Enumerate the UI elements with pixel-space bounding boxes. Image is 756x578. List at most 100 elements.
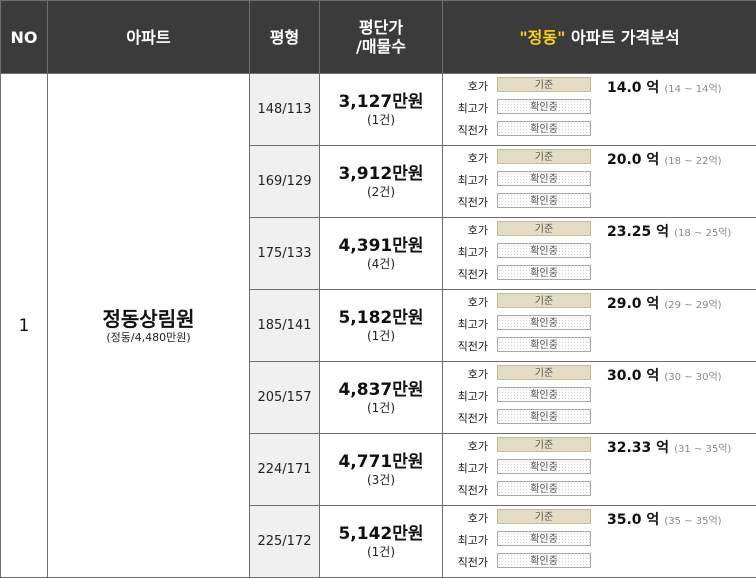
standard-button[interactable]: 기준: [497, 293, 591, 308]
recent-row: 직전가 확인중: [443, 334, 756, 356]
recent-label: 직전가: [457, 412, 488, 425]
header-analysis-title: 아파트 가격분석: [565, 27, 680, 47]
listing-count: (1건): [366, 401, 396, 415]
size-cell: 224/171: [249, 433, 320, 506]
check-button[interactable]: 확인중: [497, 99, 591, 114]
check-button[interactable]: 확인중: [497, 265, 591, 280]
recent-label: 직전가: [457, 124, 488, 137]
asking-label: 호가: [467, 296, 488, 309]
header-analysis: "정동" 아파트 가격분석: [442, 0, 756, 74]
price-per-pyeong-cell: 4,771만원 (3건): [319, 433, 443, 506]
apartment-sub: (정동/4,480만원): [106, 331, 191, 344]
analysis-cell: 호가 기준 32.33 억 (31 ~ 35억) 최고가 확인중 직전가 확인중: [442, 433, 756, 506]
asking-price: 23.25 억: [607, 224, 670, 240]
listing-count: (1건): [366, 329, 396, 343]
price-info: 23.25 억 (18 ~ 25억): [607, 221, 731, 241]
recent-label: 직전가: [457, 196, 488, 209]
price-per-pyeong: 3,127만원: [338, 92, 424, 112]
standard-button[interactable]: 기준: [497, 149, 591, 164]
asking-row: 호가 기준 29.0 억 (29 ~ 29억): [443, 290, 756, 312]
price-info: 29.0 억 (29 ~ 29억): [607, 293, 722, 313]
size-cell: 148/113: [249, 73, 320, 146]
asking-price: 35.0 억: [607, 512, 660, 528]
recent-row: 직전가 확인중: [443, 406, 756, 428]
header-price-line2: /매물수: [355, 37, 406, 56]
listing-count: (4건): [366, 257, 396, 271]
price-range: (31 ~ 35억): [674, 444, 732, 455]
check-button[interactable]: 확인중: [497, 553, 591, 568]
recent-label: 직전가: [457, 484, 488, 497]
check-button[interactable]: 확인중: [497, 121, 591, 136]
check-button[interactable]: 확인중: [497, 315, 591, 330]
standard-button[interactable]: 기준: [497, 509, 591, 524]
check-button[interactable]: 확인중: [497, 171, 591, 186]
analysis-cell: 호가 기준 35.0 억 (35 ~ 35억) 최고가 확인중 직전가 확인중: [442, 505, 756, 578]
price-per-pyeong-cell: 4,391만원 (4건): [319, 217, 443, 290]
price-per-pyeong: 5,142만원: [338, 524, 424, 544]
asking-price: 32.33 억: [607, 440, 670, 456]
size-cell: 225/172: [249, 505, 320, 578]
header-row: NO 아파트 평형 평단가 /매물수 "정동" 아파트 가격분석: [0, 0, 756, 74]
row-number: 1: [0, 73, 48, 578]
standard-button[interactable]: 기준: [497, 437, 591, 452]
check-button[interactable]: 확인중: [497, 387, 591, 402]
highest-label: 최고가: [457, 246, 488, 259]
check-button[interactable]: 확인중: [497, 409, 591, 424]
asking-label: 호가: [467, 440, 488, 453]
price-range: (35 ~ 35억): [664, 516, 722, 527]
standard-button[interactable]: 기준: [497, 77, 591, 92]
highest-row: 최고가 확인중: [443, 168, 756, 190]
asking-label: 호가: [467, 152, 488, 165]
highest-label: 최고가: [457, 318, 488, 331]
recent-row: 직전가 확인중: [443, 550, 756, 572]
asking-label: 호가: [467, 224, 488, 237]
asking-row: 호가 기준 20.0 억 (18 ~ 22억): [443, 146, 756, 168]
table-row: 225/172 5,142만원 (1건) 호가 기준 35.0 억 (35 ~ 35억) 최…: [1, 505, 756, 578]
price-per-pyeong: 4,771만원: [338, 452, 424, 472]
table-row: 185/141 5,182만원 (1건) 호가 기준 29.0 억 (29 ~ 29억) 최…: [1, 289, 756, 362]
price-range: (14 ~ 14억): [664, 84, 722, 95]
recent-label: 직전가: [457, 556, 488, 569]
highest-label: 최고가: [457, 534, 488, 547]
apartment-name[interactable]: 정동상림원: [102, 307, 195, 331]
price-range: (18 ~ 22억): [664, 156, 722, 167]
highest-label: 최고가: [457, 174, 488, 187]
price-range: (18 ~ 25억): [674, 228, 732, 239]
analysis-cell: 호가 기준 30.0 억 (30 ~ 30억) 최고가 확인중 직전가 확인중: [442, 361, 756, 434]
listing-count: (3건): [366, 473, 396, 487]
recent-row: 직전가 확인중: [443, 262, 756, 284]
check-button[interactable]: 확인중: [497, 459, 591, 474]
price-range: (30 ~ 30억): [664, 372, 722, 383]
header-size: 평형: [249, 0, 320, 74]
price-per-pyeong-cell: 5,142만원 (1건): [319, 505, 443, 578]
check-button[interactable]: 확인중: [497, 337, 591, 352]
analysis-cell: 호가 기준 23.25 억 (18 ~ 25억) 최고가 확인중 직전가 확인중: [442, 217, 756, 290]
asking-label: 호가: [467, 368, 488, 381]
check-button[interactable]: 확인중: [497, 193, 591, 208]
recent-row: 직전가 확인중: [443, 478, 756, 500]
asking-price: 30.0 억: [607, 368, 660, 384]
header-no: NO: [0, 0, 48, 74]
check-button[interactable]: 확인중: [497, 481, 591, 496]
asking-row: 호가 기준 30.0 억 (30 ~ 30억): [443, 362, 756, 384]
check-button[interactable]: 확인중: [497, 531, 591, 546]
listing-count: (1건): [366, 113, 396, 127]
check-button[interactable]: 확인중: [497, 243, 591, 258]
price-per-pyeong-cell: 3,127만원 (1건): [319, 73, 443, 146]
price-per-pyeong: 5,182만원: [338, 308, 424, 328]
standard-button[interactable]: 기준: [497, 365, 591, 380]
analysis-cell: 호가 기준 20.0 억 (18 ~ 22억) 최고가 확인중 직전가 확인중: [442, 145, 756, 218]
asking-row: 호가 기준 23.25 억 (18 ~ 25억): [443, 218, 756, 240]
header-analysis-region: "정동": [519, 27, 566, 47]
price-per-pyeong: 3,912만원: [338, 164, 424, 184]
header-price-per-pyeong: 평단가 /매물수: [319, 0, 443, 74]
price-info: 30.0 억 (30 ~ 30억): [607, 365, 722, 385]
price-range: (29 ~ 29억): [664, 300, 722, 311]
asking-row: 호가 기준 32.33 억 (31 ~ 35억): [443, 434, 756, 456]
size-cell: 175/133: [249, 217, 320, 290]
price-info: 35.0 억 (35 ~ 35억): [607, 509, 722, 529]
standard-button[interactable]: 기준: [497, 221, 591, 236]
price-info: 14.0 억 (14 ~ 14억): [607, 77, 722, 97]
header-apartment: 아파트: [47, 0, 250, 74]
